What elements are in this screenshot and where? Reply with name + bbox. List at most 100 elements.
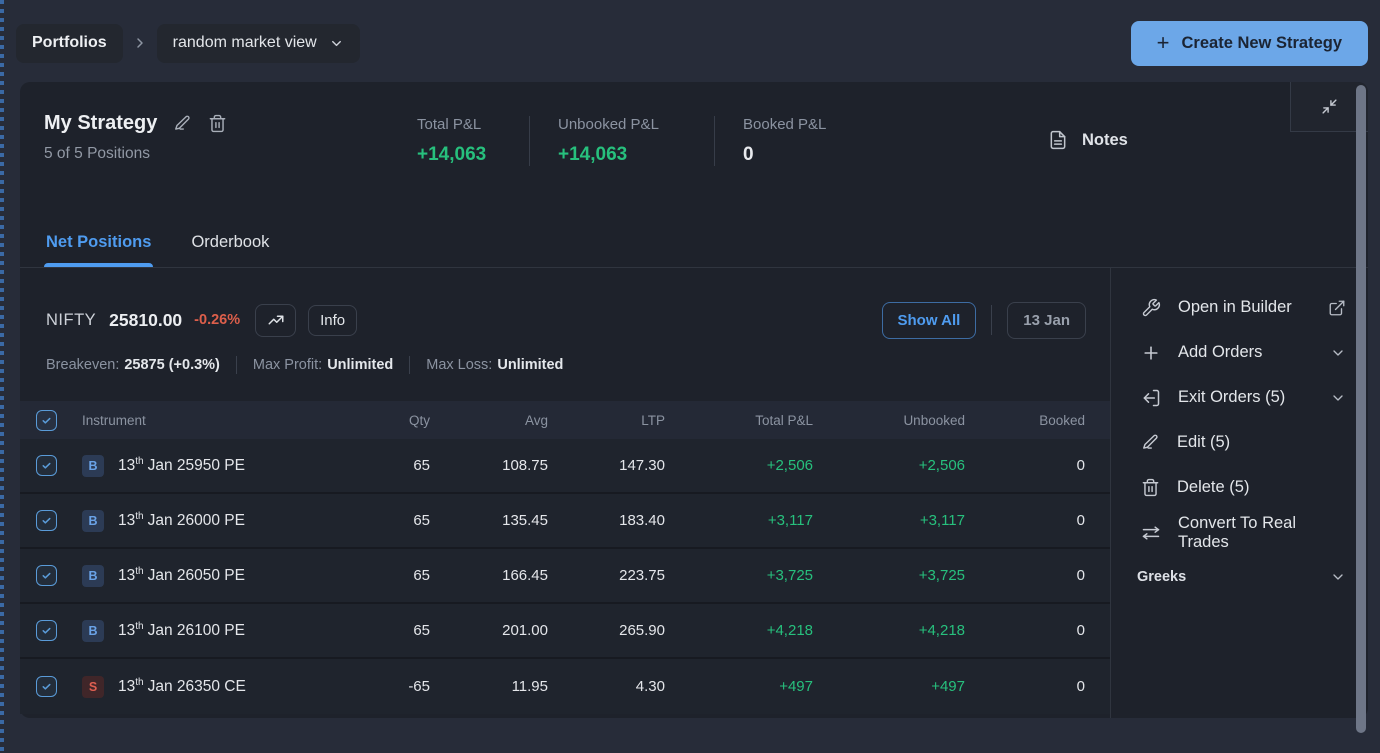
menu-item-label: Add Orders (1178, 343, 1263, 361)
strategy-card: My Strategy 5 of 5 Positions Total P&L +… (20, 82, 1368, 718)
qty-cell: 65 (413, 512, 430, 529)
tab-orderbook-label: Orderbook (191, 233, 270, 251)
chart-button[interactable] (255, 303, 297, 337)
strategy-selector-dropdown[interactable]: random market view (156, 23, 360, 63)
table-row: B 13th Jan 26100 PE 65 201.00 265.90 +4,2… (20, 604, 1110, 659)
menu-item-add-orders[interactable]: Add Orders (1111, 330, 1368, 375)
breakeven-value: 25875 (+0.3%) (124, 357, 220, 373)
qty-cell: 65 (413, 457, 430, 474)
instrument-change: -0.26% (194, 312, 241, 328)
ltp-cell: 4.30 (635, 678, 665, 695)
max-loss-label: Max Loss: (426, 357, 493, 373)
show-all-button[interactable]: Show All (881, 301, 977, 339)
avg-cell: 135.45 (502, 512, 548, 529)
create-new-strategy-button[interactable]: + Create New Strategy (1130, 20, 1368, 66)
unbooked-cell: +4,218 (918, 622, 965, 639)
total-pnl-cell: +4,218 (766, 622, 813, 639)
tab-orderbook[interactable]: Orderbook (191, 218, 269, 267)
ltp-cell: 265.90 (619, 622, 665, 639)
unbooked-cell: +3,117 (919, 512, 965, 529)
tab-bar: Net Positions Orderbook (20, 218, 1368, 268)
ltp-cell: 223.75 (619, 567, 665, 584)
tab-net-positions[interactable]: Net Positions (44, 218, 154, 267)
booked-pnl-value: 0 (743, 144, 754, 165)
collapse-button[interactable] (1290, 82, 1368, 132)
menu-item-label: Open in Builder (1178, 298, 1292, 316)
document-icon (1048, 130, 1068, 150)
menu-item-convert-to-real-trades[interactable]: Convert To Real Trades (1111, 510, 1368, 555)
left-dashed-border (0, 0, 4, 753)
header-unbooked: Unbooked (903, 412, 965, 428)
table-row: B 13th Jan 25950 PE 65 108.75 147.30 +2,5… (20, 439, 1110, 494)
edit-strategy-icon[interactable] (173, 114, 192, 133)
menu-item-label: Convert To Real Trades (1178, 513, 1297, 551)
row-checkbox[interactable] (36, 565, 57, 586)
menu-item-edit[interactable]: Edit (5) (1111, 420, 1368, 465)
select-all-checkbox[interactable] (36, 409, 57, 431)
unbooked-cell: +497 (931, 678, 965, 695)
unbooked-cell: +3,725 (918, 567, 965, 584)
notes-label: Notes (1082, 130, 1128, 149)
vertical-scrollbar[interactable] (1356, 85, 1366, 733)
row-checkbox[interactable] (36, 620, 57, 641)
header-avg: Avg (524, 412, 548, 428)
delete-strategy-icon[interactable] (208, 114, 227, 133)
header-booked: Booked (1039, 412, 1085, 428)
row-checkbox[interactable] (36, 510, 57, 531)
menu-item-label: Delete (5) (1177, 478, 1250, 496)
avg-cell: 11.95 (511, 678, 548, 695)
divider (529, 116, 530, 166)
instrument-name: 13th Jan 26000 PE (118, 510, 245, 530)
row-checkbox[interactable] (36, 676, 57, 697)
row-checkbox[interactable] (36, 455, 57, 476)
chevron-down-icon (1330, 390, 1346, 406)
unbooked-pnl-stat: Unbooked P&L +14,063 (558, 116, 686, 166)
active-tab-underline (44, 263, 154, 267)
strategy-header: My Strategy 5 of 5 Positions Total P&L +… (20, 82, 1368, 218)
side-badge: B (82, 454, 104, 477)
qty-cell: -65 (408, 678, 430, 695)
menu-item-exit-orders[interactable]: Exit Orders (5) (1111, 375, 1368, 420)
tab-net-positions-label: Net Positions (46, 233, 152, 251)
booked-pnl-stat: Booked P&L 0 (743, 116, 826, 166)
swap-arrows-icon (1141, 523, 1161, 543)
instrument-name: 13th Jan 26350 CE (118, 676, 246, 696)
positions-table: Instrument Qty Avg LTP Total P&L Unbooke… (20, 401, 1110, 714)
total-pnl-cell: +2,506 (766, 457, 813, 474)
table-row: S 13th Jan 26350 CE -65 11.95 4.30 +497 +… (20, 659, 1110, 714)
max-loss-value: Unlimited (497, 357, 564, 373)
booked-cell: 0 (1076, 512, 1085, 529)
strategy-selector-label: random market view (172, 34, 317, 51)
total-pnl-cell: +497 (779, 678, 813, 695)
strategy-name-block: My Strategy 5 of 5 Positions (44, 112, 227, 163)
total-pnl-cell: +3,725 (766, 567, 813, 584)
instrument-name: 13th Jan 26100 PE (118, 620, 245, 640)
greeks-expander[interactable]: Greeks (1111, 555, 1368, 599)
info-button[interactable]: Info (308, 304, 358, 336)
menu-item-label: Exit Orders (5) (1178, 388, 1286, 406)
menu-item-delete[interactable]: Delete (5) (1111, 465, 1368, 510)
booked-pnl-label: Booked P&L (743, 116, 827, 133)
greeks-label: Greeks (1137, 569, 1187, 585)
expiry-date-button[interactable]: 13 Jan (1007, 301, 1086, 339)
menu-item-open-in-builder[interactable]: Open in Builder (1111, 285, 1368, 330)
breakeven-label: Breakeven: (46, 357, 120, 373)
unbooked-cell: +2,506 (918, 457, 965, 474)
net-positions-panel: NIFTY 25810.00 -0.26% Info Show All 13 J… (20, 268, 1110, 718)
booked-cell: 0 (1076, 457, 1085, 474)
pencil-icon (1141, 433, 1160, 452)
external-link-icon (1328, 299, 1346, 317)
booked-cell: 0 (1076, 567, 1085, 584)
instrument-name: 13th Jan 26050 PE (118, 565, 245, 585)
avg-cell: 108.75 (502, 457, 548, 474)
pnl-stats: Total P&L +14,063 Unbooked P&L +14,063 B… (417, 116, 826, 166)
table-row: B 13th Jan 26050 PE 65 166.45 223.75 +3,7… (20, 549, 1110, 604)
minimize-icon (1321, 98, 1338, 115)
side-badge: B (82, 509, 104, 532)
notes-button[interactable]: Notes (1048, 130, 1128, 150)
breadcrumb-portfolios[interactable]: Portfolios (16, 23, 123, 63)
instrument-bar: NIFTY 25810.00 -0.26% Info Show All 13 J… (46, 300, 1086, 340)
trash-icon (1141, 478, 1160, 497)
chevron-right-icon (132, 35, 148, 51)
side-badge: B (82, 564, 104, 587)
